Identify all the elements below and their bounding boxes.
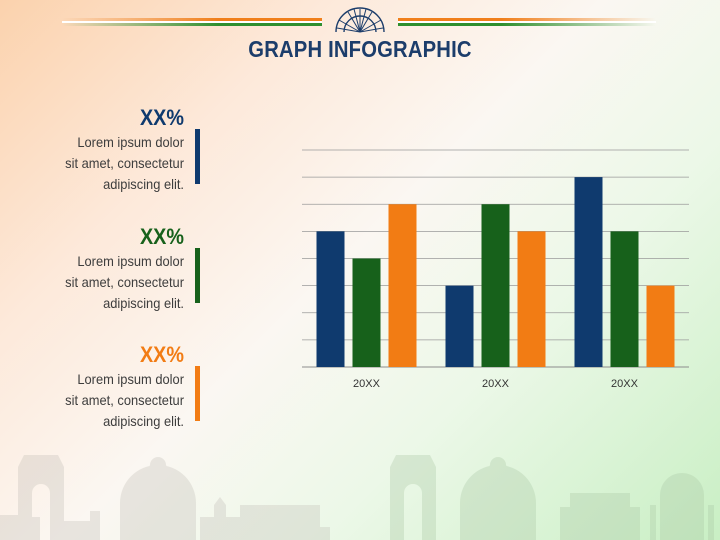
stat-block-navy: XX% Lorem ipsum dolor sit amet, consecte… [20,105,184,195]
bar [610,231,639,367]
stat-description: Lorem ipsum dolor sit amet, consectetur … [33,369,184,432]
stat-description-line: Lorem ipsum dolor [77,371,184,387]
stat-accent-bar-green [195,248,200,303]
stat-description-line: sit amet, consectetur [65,274,184,290]
stat-value: XX% [139,342,184,367]
x-tick-label: 20XX [611,378,639,390]
stat-description-line: adipiscing elit. [103,176,184,192]
stat-accent-bar-navy [195,129,200,184]
bar [388,204,417,367]
stat-accent-bar-orange [195,366,200,421]
stat-description-line: adipiscing elit. [103,295,184,311]
bar [445,285,474,367]
x-tick-label: 20XX [482,378,510,390]
stat-description-line: sit amet, consectetur [65,155,184,171]
bar [646,285,675,367]
stat-block-green: XX% Lorem ipsum dolor sit amet, consecte… [20,224,184,314]
stat-description-line: sit amet, consectetur [65,392,184,408]
stat-value: XX% [139,105,184,130]
bar [517,231,546,367]
page-title: GRAPH INFOGRAPHIC [248,36,472,62]
stat-description-line: adipiscing elit. [103,413,184,429]
stat-description: Lorem ipsum dolor sit amet, consectetur … [33,251,184,314]
wheel-ornament-icon [335,7,385,33]
header-rule-right [398,18,656,28]
bar [481,204,510,367]
stat-description: Lorem ipsum dolor sit amet, consectetur … [33,132,184,195]
stat-value: XX% [139,224,184,249]
stat-description-line: Lorem ipsum dolor [77,134,184,150]
stat-description-line: Lorem ipsum dolor [77,253,184,269]
bar [574,177,603,367]
stat-block-orange: XX% Lorem ipsum dolor sit amet, consecte… [20,342,184,432]
header-rule-left [62,18,322,28]
x-tick-label: 20XX [353,378,381,390]
bar [352,258,381,367]
bar [316,231,345,367]
skyline-silhouette-icon [0,455,714,540]
